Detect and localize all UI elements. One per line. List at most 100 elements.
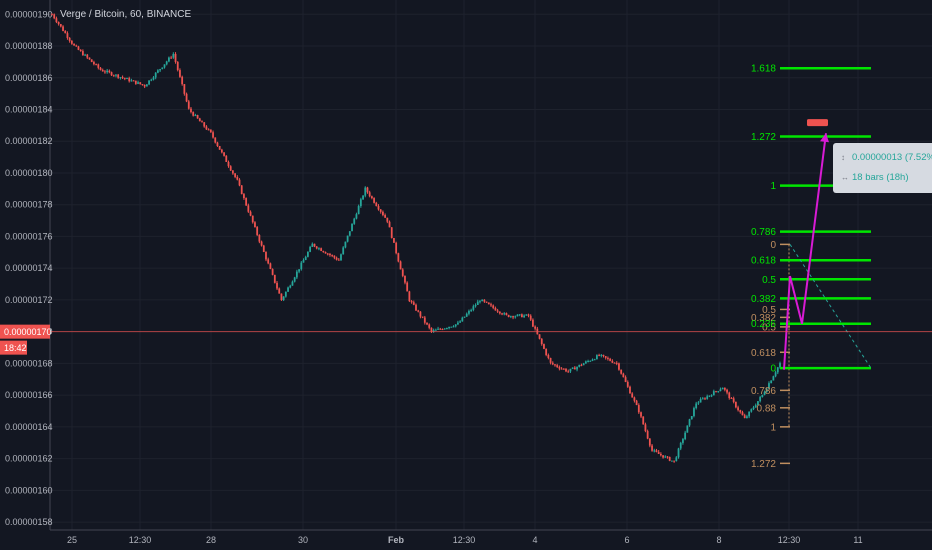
candle	[620, 369, 623, 375]
candle	[176, 61, 179, 72]
fib-main-level-label: 0	[770, 364, 776, 375]
candle	[55, 16, 58, 24]
candle	[88, 57, 91, 60]
candle	[523, 314, 525, 318]
current-price-badge-label: 0.00000170	[4, 327, 52, 337]
candle	[487, 302, 490, 305]
candle	[578, 364, 581, 368]
candle	[93, 60, 95, 66]
candle	[459, 320, 462, 323]
candle	[697, 400, 700, 405]
fib-small-level-label: 0.786	[751, 386, 776, 397]
candle	[479, 299, 481, 304]
candle	[609, 357, 612, 362]
candle	[81, 49, 84, 56]
candle	[346, 235, 349, 243]
candle	[448, 326, 450, 330]
candle	[121, 75, 124, 80]
candle	[77, 45, 80, 51]
candle	[97, 63, 100, 70]
candle	[686, 425, 689, 433]
time-tick-label: 12:30	[453, 535, 476, 545]
candle	[282, 296, 285, 302]
candle	[741, 410, 744, 416]
candle	[421, 316, 424, 319]
candle	[333, 255, 336, 260]
price-tick-label: 0.00000176	[5, 231, 53, 241]
candle	[351, 223, 353, 232]
candle	[774, 370, 777, 378]
candle	[150, 78, 153, 82]
candle	[662, 455, 664, 459]
candle	[708, 395, 711, 398]
candle	[62, 25, 64, 32]
price-tick-label: 0.00000166	[5, 390, 53, 400]
candle	[748, 411, 751, 419]
candle	[746, 414, 748, 419]
candle	[287, 286, 289, 292]
candle	[704, 397, 706, 400]
candle	[311, 242, 314, 247]
candle	[359, 197, 362, 208]
candle	[498, 311, 501, 315]
candle	[101, 68, 104, 72]
candle	[706, 394, 709, 400]
candle	[529, 314, 532, 322]
candle	[717, 390, 720, 393]
current-price-badge	[0, 324, 50, 339]
candle	[677, 447, 680, 459]
candle	[659, 452, 662, 457]
candle	[152, 76, 155, 81]
candle	[408, 290, 411, 303]
candle	[218, 145, 221, 150]
measure-info-box: ↕ 0.00000013 (7.52%), ↔ 18 bars (18h)	[833, 143, 932, 193]
candle	[618, 362, 620, 371]
candle	[379, 208, 382, 214]
candle	[254, 221, 256, 228]
candle	[313, 243, 316, 248]
candle	[397, 252, 400, 263]
candle	[280, 293, 283, 301]
candle	[734, 401, 737, 409]
candle	[607, 356, 609, 361]
candle	[765, 388, 768, 393]
candle	[494, 306, 497, 311]
candle	[51, 13, 53, 16]
candle	[326, 252, 329, 256]
candle	[695, 401, 698, 410]
candle	[156, 69, 159, 74]
candle	[240, 185, 243, 195]
candle	[682, 437, 684, 445]
target-marker[interactable]	[807, 119, 828, 127]
candle	[763, 390, 766, 396]
candle	[258, 234, 261, 244]
candle	[247, 203, 250, 213]
candle	[503, 312, 506, 316]
candle	[505, 312, 508, 316]
candle	[265, 251, 267, 262]
fib-small-level-label: 0	[770, 240, 776, 251]
drawings[interactable]	[783, 119, 829, 370]
candle	[757, 401, 759, 406]
candle	[260, 240, 263, 247]
candle	[227, 160, 230, 168]
candle	[139, 82, 142, 85]
candle	[715, 390, 717, 393]
price-axis-panel[interactable]	[0, 0, 50, 530]
candle	[651, 444, 653, 452]
candle	[476, 299, 479, 306]
candle	[386, 217, 389, 224]
candle	[187, 99, 190, 110]
candle	[165, 60, 168, 66]
time-tick-label: 11	[853, 535, 862, 545]
fib-main-level-label: 1.618	[751, 64, 776, 75]
candle	[209, 129, 212, 133]
projection-path-arrow[interactable]	[783, 133, 827, 370]
candle	[75, 44, 78, 47]
price-tick-label: 0.00000158	[5, 517, 53, 527]
candle	[406, 281, 409, 292]
candle	[540, 338, 543, 346]
